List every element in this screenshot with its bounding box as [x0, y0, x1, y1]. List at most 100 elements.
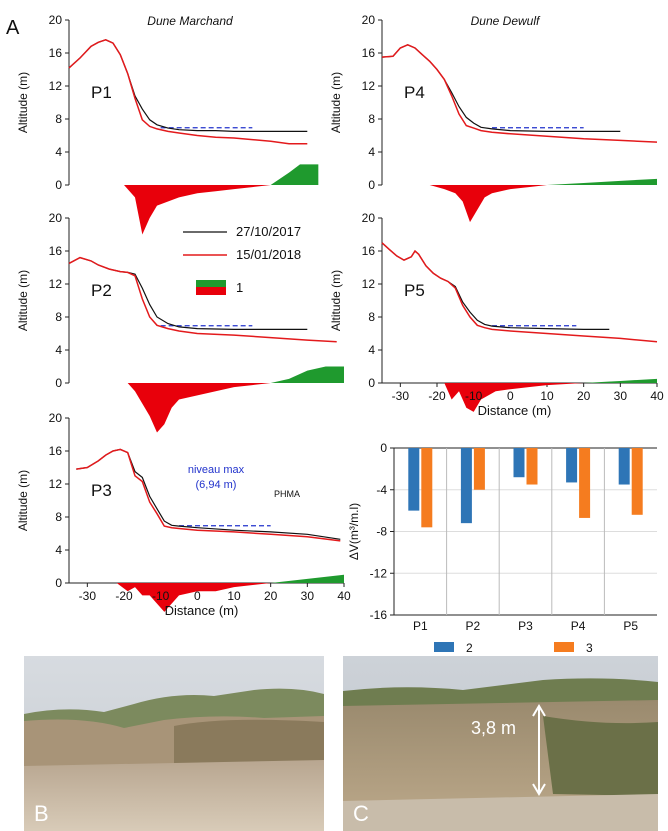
- p1-y-tick-label: 4: [55, 145, 62, 159]
- p4-profile-line-2: [381, 43, 658, 143]
- site-title-dewulf: Dune Dewulf: [471, 14, 541, 28]
- bar-p5-series-2: [618, 448, 630, 485]
- p5-accretion-area: [444, 378, 657, 383]
- p5-x-tick-label: 20: [577, 389, 591, 403]
- bar-chart: [390, 447, 657, 652]
- p2-profile-line-2: [68, 256, 337, 343]
- p4-y-tick-label: 16: [362, 46, 376, 60]
- bar-p2-series-2: [460, 448, 472, 524]
- p2-y-axis-label: Altitude (m): [16, 270, 30, 331]
- photo-c: 3,8 m C: [343, 656, 658, 831]
- p1-profile-line-2: [68, 38, 308, 145]
- bar-p3-series-3: [526, 448, 538, 485]
- p3-x-tick-label: 30: [301, 589, 315, 603]
- p3-erosion-area: [116, 583, 345, 612]
- bar-p1-series-2: [408, 448, 420, 511]
- bar-y-tick-label: -12: [370, 566, 388, 580]
- p5-y-tick-label: 4: [368, 343, 375, 357]
- p4-y-axis-label: Altitude (m): [329, 72, 343, 133]
- p3-y-tick-label: 0: [55, 576, 62, 590]
- p4-y-tick-label: 4: [368, 145, 375, 159]
- bar-p1-series-3: [421, 448, 433, 528]
- legend: [183, 231, 227, 295]
- photo-b-image: [24, 656, 324, 831]
- legend-label-diff: 1: [236, 280, 243, 295]
- bar-legend-label-2: 2: [466, 641, 473, 655]
- annotation-phma: PHMA: [274, 489, 300, 499]
- annotation-niveau-value: (6,94 m): [196, 479, 237, 491]
- p5-y-axis-label: Altitude (m): [329, 270, 343, 331]
- bar-category-label: P5: [623, 619, 638, 633]
- bar-category-label: P3: [518, 619, 533, 633]
- p4-panel: [378, 19, 658, 223]
- bar-category-label: P2: [466, 619, 481, 633]
- bar-p5-series-3: [631, 448, 643, 515]
- legend-label-date1: 27/10/2017: [236, 224, 301, 239]
- p5-x-tick-label: 40: [650, 389, 664, 403]
- p1-panel: [65, 19, 319, 235]
- bar-category-label: P1: [413, 619, 428, 633]
- p3-y-tick-label: 20: [49, 411, 63, 425]
- p2-y-tick-label: 12: [49, 277, 63, 291]
- p2-erosion-area: [127, 383, 345, 433]
- p3-x-tick-label: -10: [152, 589, 170, 603]
- bar-category-label: P4: [571, 619, 586, 633]
- photo-c-label: C: [353, 801, 369, 826]
- p2-y-tick-label: 8: [55, 310, 62, 324]
- bar-y-axis-label: ΔV(m³/m.l): [347, 503, 361, 560]
- site-title-marchand: Dune Marchand: [147, 14, 233, 28]
- bar-p4-series-3: [579, 448, 591, 518]
- photo-b-label: B: [34, 801, 49, 826]
- p4-y-tick-label: 0: [368, 178, 375, 192]
- p4-accretion-area: [429, 178, 657, 185]
- legend-swatch-loss: [196, 287, 226, 295]
- p5-y-tick-label: 16: [362, 244, 376, 258]
- p2-y-tick-label: 16: [49, 244, 63, 258]
- p3-y-tick-label: 12: [49, 477, 63, 491]
- p5-y-tick-label: 20: [362, 211, 376, 225]
- p1-y-tick-label: 0: [55, 178, 62, 192]
- p1-profile-label: P1: [91, 83, 112, 102]
- p2-profile-label: P2: [91, 281, 112, 300]
- p3-profile-label: P3: [91, 481, 112, 500]
- p3-profile-line-1: [76, 448, 341, 540]
- p3-x-tick-label: 20: [264, 589, 278, 603]
- p4-erosion-area: [429, 185, 657, 223]
- p4-y-tick-label: 8: [368, 112, 375, 126]
- p4-y-tick-label: 12: [362, 79, 376, 93]
- p5-y-tick-label: 12: [362, 277, 376, 291]
- bar-p2-series-3: [473, 448, 485, 490]
- p2-y-tick-label: 4: [55, 343, 62, 357]
- p5-y-tick-label: 0: [368, 376, 375, 390]
- photo-c-image: [343, 656, 658, 831]
- p2-accretion-area: [127, 366, 345, 383]
- p1-accretion-area: [124, 164, 319, 185]
- p3-y-tick-label: 4: [55, 543, 62, 557]
- bar-y-tick-label: 0: [380, 441, 387, 455]
- p5-x-tick-label: -20: [428, 389, 446, 403]
- p1-y-tick-label: 8: [55, 112, 62, 126]
- p1-y-tick-label: 16: [49, 46, 63, 60]
- legend-swatch-gain: [196, 280, 226, 287]
- p3-accretion-area: [116, 574, 345, 583]
- p5-y-tick-label: 8: [368, 310, 375, 324]
- p1-y-tick-label: 12: [49, 79, 63, 93]
- p1-erosion-area: [124, 185, 319, 235]
- photo-b: B: [24, 656, 324, 831]
- p5-profile-line-2: [381, 242, 658, 343]
- p2-y-tick-label: 20: [49, 211, 63, 225]
- legend-label-date2: 15/01/2018: [236, 247, 301, 262]
- p5-profile-label: P5: [404, 281, 425, 300]
- p5-panel: [378, 217, 658, 412]
- p3-x-tick-label: -30: [79, 589, 97, 603]
- p3-x-tick-label: 0: [194, 589, 201, 603]
- p2-y-tick-label: 0: [55, 376, 62, 390]
- photo-c-scale-label: 3,8 m: [471, 718, 517, 738]
- p5-erosion-area: [444, 383, 657, 412]
- p3-profile-line-2: [76, 448, 341, 542]
- bar-legend-label-3: 3: [586, 641, 593, 655]
- bar-legend-swatch-2: [434, 642, 454, 652]
- bar-y-tick-label: -4: [376, 483, 387, 497]
- annotation-niveau-max: niveau max: [188, 464, 245, 476]
- bar-y-tick-label: -8: [376, 525, 387, 539]
